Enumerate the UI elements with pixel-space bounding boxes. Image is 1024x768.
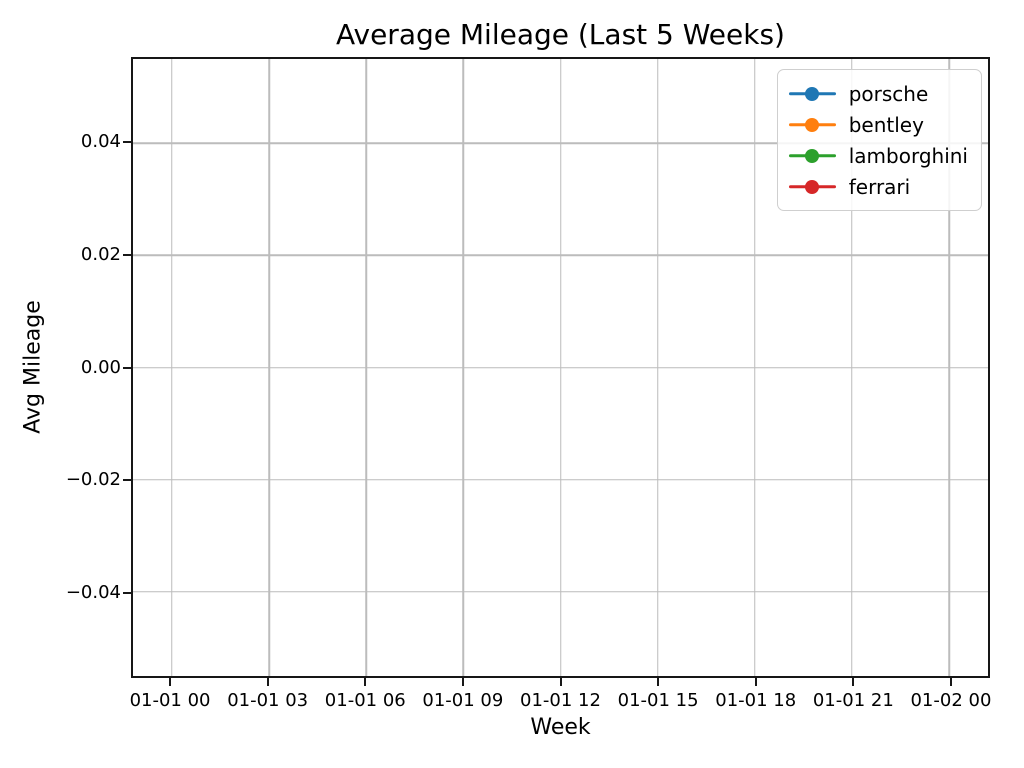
legend-line-sample	[788, 86, 836, 102]
x-tick-mark	[852, 678, 855, 686]
legend-line-sample	[788, 117, 836, 133]
legend-marker-icon	[805, 148, 820, 163]
x-tick-mark	[169, 678, 172, 686]
legend-label: porsche	[848, 81, 929, 106]
x-tick-mark	[754, 678, 757, 686]
y-tick-mark	[123, 366, 131, 369]
legend: porsche bentley lamborghini ferrari	[776, 69, 982, 211]
x-tick-label: 01-02 00	[910, 690, 992, 711]
chart-title: Average Mileage (Last 5 Weeks)	[336, 18, 785, 51]
y-tick-mark	[123, 140, 131, 143]
horizontal-gridline	[133, 254, 988, 257]
horizontal-gridline	[133, 366, 988, 369]
x-tick-mark	[559, 678, 562, 686]
legend-label: bentley	[848, 112, 924, 137]
legend-entry: ferrari	[788, 171, 968, 202]
legend-label: lamborghini	[848, 143, 968, 168]
x-tick-mark	[949, 678, 952, 686]
x-axis-label: Week	[530, 715, 591, 740]
y-tick-label: 0.02	[80, 243, 121, 265]
x-tick-mark	[364, 678, 367, 686]
y-tick-mark	[123, 253, 131, 256]
horizontal-gridline	[133, 591, 988, 593]
x-tick-label: 01-01 06	[324, 690, 406, 711]
x-tick-label: 01-01 18	[715, 690, 797, 711]
legend-entry: bentley	[788, 109, 968, 140]
x-tick-label: 01-01 12	[520, 690, 601, 711]
y-tick-mark	[123, 479, 131, 482]
x-tick-mark	[266, 678, 269, 686]
y-tick-label: 0.00	[80, 356, 121, 378]
x-tick-labels: 01-01 00 01-01 03 01-01 06 01-01 09 01-01 12…	[129, 690, 992, 714]
legend-label: ferrari	[848, 174, 911, 199]
y-tick-label: 0.04	[80, 130, 121, 152]
horizontal-gridline	[133, 478, 988, 481]
legend-marker-icon	[805, 117, 820, 132]
x-tick-label: 01-01 15	[617, 690, 699, 711]
y-tick-mark	[123, 592, 131, 595]
legend-line-sample	[788, 179, 836, 195]
x-tick-label: 01-01 21	[812, 690, 894, 711]
y-tick-marks	[123, 57, 131, 678]
y-tick-label: −0.04	[65, 582, 121, 604]
x-tick-label: 01-01 00	[129, 690, 211, 711]
legend-entry: lamborghini	[788, 140, 968, 171]
x-tick-mark	[657, 678, 660, 686]
x-tick-mark	[461, 678, 464, 686]
x-tick-label: 01-01 09	[422, 690, 504, 711]
y-tick-label: −0.02	[65, 469, 121, 491]
plot-area: porsche bentley lamborghini ferrari	[131, 57, 990, 678]
legend-entry: porsche	[788, 78, 968, 109]
x-tick-marks	[131, 678, 990, 686]
legend-marker-icon	[805, 86, 820, 101]
x-tick-label: 01-01 03	[227, 690, 309, 711]
legend-marker-icon	[805, 179, 820, 194]
y-tick-labels: 0.04 0.02 0.00 −0.02 −0.04	[0, 57, 121, 678]
legend-line-sample	[788, 148, 836, 164]
horizontal-gridline	[133, 142, 988, 144]
